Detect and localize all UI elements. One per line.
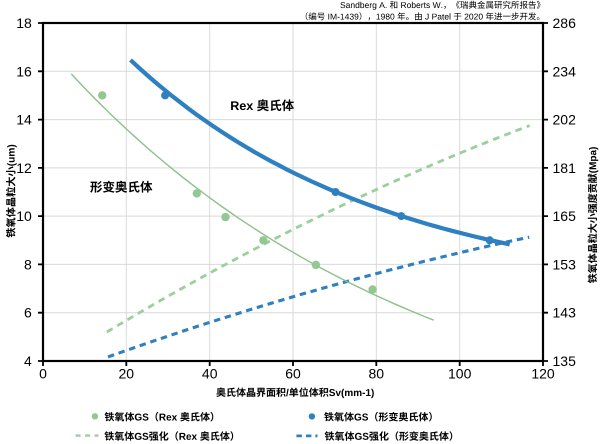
svg-text:0: 0 (39, 366, 47, 382)
svg-text:60: 60 (285, 366, 301, 382)
svg-text:100: 100 (448, 366, 472, 382)
svg-text:135: 135 (553, 353, 577, 369)
svg-text:202: 202 (553, 112, 577, 128)
svg-text:10: 10 (16, 208, 32, 224)
svg-text:12: 12 (16, 160, 32, 176)
svg-text:286: 286 (553, 15, 577, 31)
svg-text:4: 4 (24, 353, 32, 369)
svg-text:8: 8 (24, 256, 32, 272)
svg-text:153: 153 (553, 256, 577, 272)
svg-text:6: 6 (24, 305, 32, 321)
svg-text:40: 40 (202, 366, 218, 382)
svg-text:165: 165 (553, 208, 577, 224)
svg-text:80: 80 (369, 366, 385, 382)
svg-text:16: 16 (16, 63, 32, 79)
svg-text:181: 181 (553, 160, 577, 176)
svg-text:20: 20 (119, 366, 135, 382)
svg-text:18: 18 (16, 15, 32, 31)
svg-text:14: 14 (16, 112, 32, 128)
svg-text:120: 120 (531, 366, 555, 382)
svg-text:234: 234 (553, 63, 577, 79)
svg-text:143: 143 (553, 305, 577, 321)
